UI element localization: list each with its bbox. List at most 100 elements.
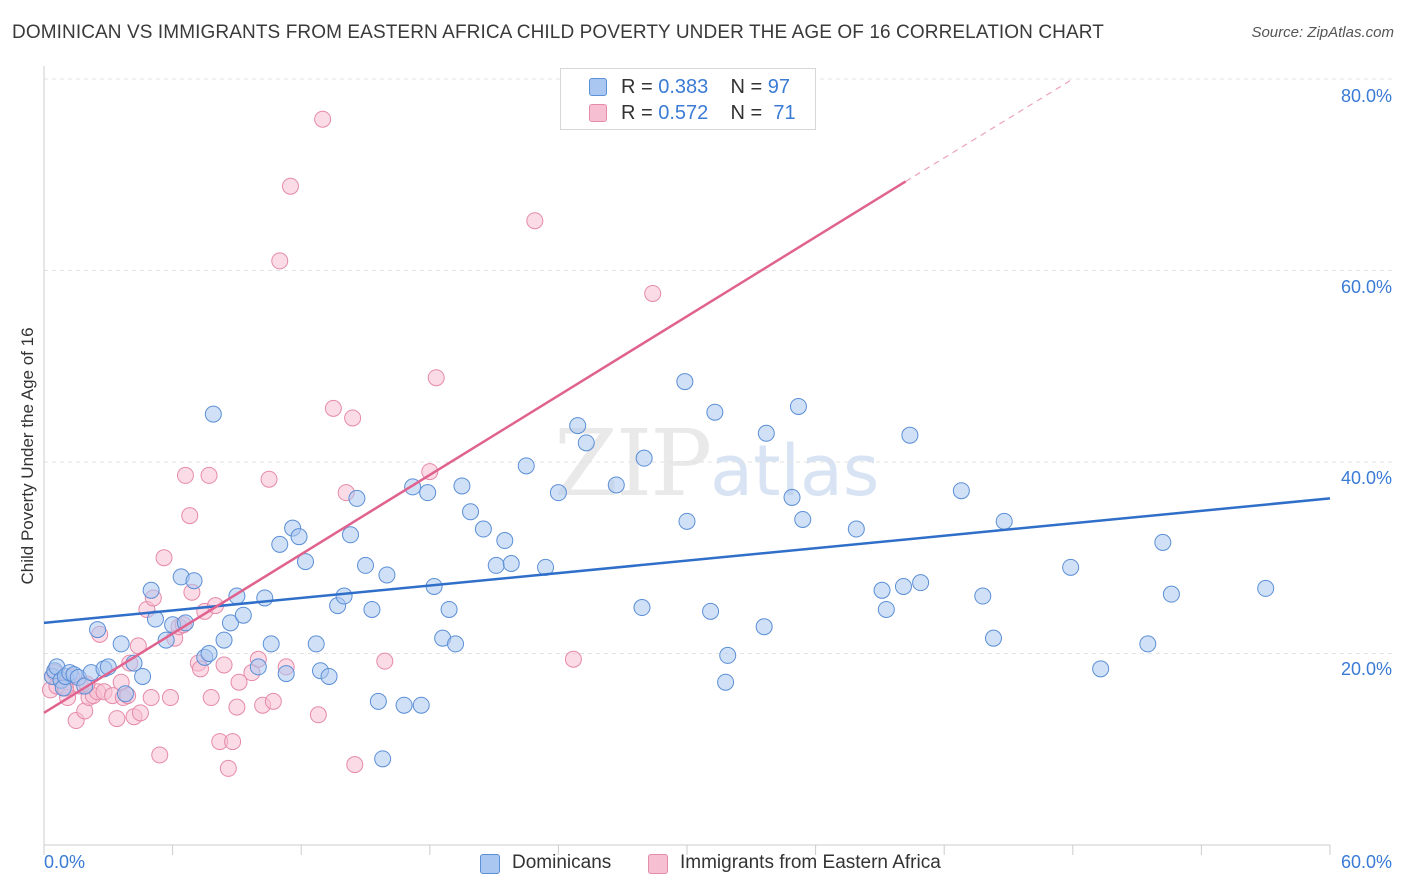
trend-line-dominicans <box>43 497 1331 625</box>
point-eastern-africa <box>421 463 439 481</box>
point-dominicans <box>789 397 807 415</box>
point-eastern-africa <box>142 689 160 707</box>
bottom-legend-swatch-pink <box>648 854 668 874</box>
point-dominicans <box>296 553 314 571</box>
bottom-legend-swatch-blue <box>480 854 500 874</box>
point-eastern-africa <box>314 110 332 128</box>
point-eastern-africa <box>526 212 544 230</box>
legend-n-label: N = <box>730 102 768 124</box>
point-dominicans <box>702 602 720 620</box>
point-dominicans <box>496 532 514 550</box>
point-eastern-africa <box>260 470 278 488</box>
point-dominicans <box>487 556 505 574</box>
point-eastern-africa <box>176 466 194 484</box>
point-dominicans <box>462 503 480 521</box>
point-eastern-africa <box>224 733 242 751</box>
point-dominicans <box>290 528 308 546</box>
point-dominicans <box>234 606 252 624</box>
point-dominicans <box>607 476 625 494</box>
y-tick-80: 80.0% <box>1340 86 1392 106</box>
legend-r-value: 0.572 <box>658 102 709 124</box>
point-eastern-africa <box>151 746 169 764</box>
point-dominicans <box>755 618 773 636</box>
y-axis-label: Child Poverty Under the Age of 16 <box>18 327 37 585</box>
point-dominicans <box>1139 635 1157 653</box>
point-eastern-africa <box>155 549 173 567</box>
point-eastern-africa <box>271 252 289 270</box>
point-dominicans <box>901 426 919 444</box>
point-dominicans <box>215 631 233 649</box>
point-dominicans <box>569 417 587 435</box>
y-tick-20: 20.0% <box>1340 659 1392 679</box>
point-dominicans <box>847 520 865 538</box>
point-dominicans <box>200 645 218 662</box>
point-eastern-africa <box>219 759 237 777</box>
point-eastern-africa <box>200 466 218 484</box>
point-eastern-africa <box>161 689 179 707</box>
point-eastern-africa <box>427 369 445 387</box>
point-dominicans <box>783 488 801 506</box>
point-dominicans <box>412 696 430 714</box>
point-dominicans <box>974 587 992 605</box>
trend-line-eastern-africa <box>43 180 907 714</box>
legend-n-label: N = <box>730 76 768 98</box>
point-dominicans <box>419 484 437 502</box>
point-dominicans <box>447 635 465 653</box>
point-dominicans <box>1162 585 1180 603</box>
point-dominicans <box>374 750 392 768</box>
point-dominicans <box>706 403 724 421</box>
point-dominicans <box>204 405 222 423</box>
point-dominicans <box>474 520 492 538</box>
legend-swatch-pink <box>589 104 607 122</box>
point-eastern-africa <box>564 650 582 668</box>
bottom-legend-label: Dominicans <box>512 852 612 873</box>
point-dominicans <box>1257 579 1275 597</box>
point-dominicans <box>952 482 970 500</box>
point-dominicans <box>221 614 239 632</box>
point-eastern-africa <box>230 673 248 691</box>
point-dominicans <box>1154 533 1172 551</box>
legend-r-value: 0.383 <box>658 76 709 98</box>
point-dominicans <box>995 512 1013 530</box>
point-dominicans <box>363 600 381 618</box>
point-dominicans <box>894 577 912 595</box>
point-dominicans <box>277 665 295 683</box>
y-tick-40: 40.0% <box>1340 468 1392 488</box>
point-eastern-africa <box>281 177 299 195</box>
point-dominicans <box>185 572 203 590</box>
point-dominicans <box>453 477 471 495</box>
chart-title: DOMINICAN VS IMMIGRANTS FROM EASTERN AFR… <box>12 22 1104 43</box>
point-dominicans <box>635 449 653 467</box>
point-eastern-africa <box>324 399 342 417</box>
point-eastern-africa <box>346 756 364 774</box>
point-dominicans <box>134 667 152 685</box>
point-dominicans <box>262 635 280 653</box>
point-dominicans <box>757 424 775 442</box>
legend-r-label: R = <box>621 76 659 98</box>
point-dominicans <box>873 581 891 599</box>
point-eastern-africa <box>181 507 199 525</box>
stats-legend: R = 0.383 N = 97 R = 0.572 N = 71 <box>560 68 816 130</box>
point-dominicans <box>1092 660 1110 678</box>
point-dominicans <box>912 574 930 592</box>
legend-swatch-blue <box>589 78 607 96</box>
point-dominicans <box>357 556 374 574</box>
point-eastern-africa <box>344 409 362 427</box>
point-dominicans <box>440 600 458 618</box>
point-dominicans <box>307 635 325 653</box>
point-dominicans <box>577 434 595 452</box>
point-eastern-africa <box>376 652 394 670</box>
point-dominicans <box>517 457 535 475</box>
point-dominicans <box>719 646 737 664</box>
point-dominicans <box>249 658 267 676</box>
point-eastern-africa <box>108 710 126 728</box>
point-eastern-africa <box>644 284 662 302</box>
point-dominicans <box>271 535 289 553</box>
point-eastern-africa <box>264 692 282 710</box>
x-tick-max: 60.0% <box>1340 852 1392 872</box>
point-dominicans <box>112 635 130 653</box>
point-dominicans <box>502 554 520 572</box>
y-tick-60: 60.0% <box>1340 277 1392 297</box>
point-dominicans <box>676 373 694 391</box>
